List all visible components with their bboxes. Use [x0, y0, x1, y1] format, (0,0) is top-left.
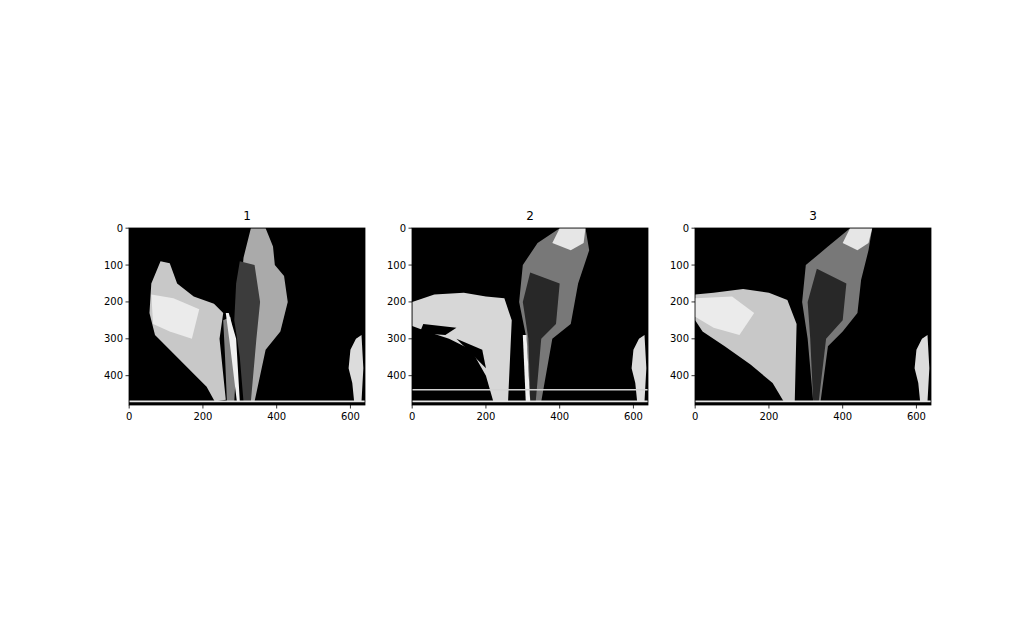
- x-tick-label: 400: [267, 411, 286, 422]
- x-tick: [202, 405, 203, 409]
- y-tick: [692, 228, 696, 229]
- image-region: [420, 324, 457, 335]
- x-tick: [842, 405, 843, 409]
- axes-frame: [412, 228, 648, 405]
- subplot: 0 200 400 600 0 100 200 300 400 2: [387, 209, 648, 422]
- x-tick-label: 600: [624, 411, 643, 422]
- y-tick: [126, 301, 130, 302]
- x-tick: [129, 405, 130, 409]
- x-tick-label: 0: [692, 411, 698, 422]
- axes-frame: [129, 228, 365, 405]
- x-tick: [276, 405, 277, 409]
- image-region: [129, 400, 365, 402]
- x-tick-label: 200: [759, 411, 778, 422]
- y-tick-label: 100: [104, 260, 123, 271]
- image-region: [802, 228, 872, 401]
- image-region: [412, 389, 648, 390]
- y-tick-label: 300: [387, 333, 406, 344]
- image-region: [632, 335, 647, 401]
- image-background: [412, 228, 648, 405]
- y-tick: [409, 228, 413, 229]
- image-region: [149, 261, 225, 401]
- image-region: [695, 400, 931, 402]
- y-tick-label: 400: [104, 370, 123, 381]
- image-region: [523, 335, 530, 401]
- y-tick-label: 100: [387, 260, 406, 271]
- subplot: 0 200 400 600 0 100 200 300 400 3: [670, 209, 931, 422]
- y-tick-label: 200: [670, 296, 689, 307]
- y-tick-label: 0: [683, 223, 689, 234]
- x-tick-label: 600: [907, 411, 926, 422]
- image: [412, 228, 648, 402]
- y-tick: [692, 301, 696, 302]
- x-tick: [350, 405, 351, 409]
- image-background: [695, 228, 931, 405]
- x-tick-label: 0: [126, 411, 132, 422]
- image-region: [552, 228, 585, 250]
- image-region: [523, 272, 560, 401]
- image-region: [808, 269, 847, 402]
- x-tick: [768, 405, 769, 409]
- image-region: [695, 296, 754, 335]
- x-tick-label: 400: [833, 411, 852, 422]
- y-tick: [126, 265, 130, 266]
- image-region: [412, 293, 512, 402]
- y-tick-label: 200: [104, 296, 123, 307]
- title: 3: [809, 209, 817, 223]
- image-region: [843, 228, 873, 250]
- x-tick: [633, 405, 634, 409]
- title: 1: [243, 209, 251, 223]
- x-tick-label: 200: [476, 411, 495, 422]
- y-tick: [126, 228, 130, 229]
- image: [129, 228, 365, 402]
- x-tick: [559, 405, 560, 409]
- y-tick: [409, 265, 413, 266]
- y-tick-label: 0: [117, 223, 123, 234]
- y-tick-label: 400: [387, 370, 406, 381]
- x-tick: [916, 405, 917, 409]
- image-region: [412, 400, 648, 402]
- y-tick: [692, 338, 696, 339]
- x-tick: [695, 405, 696, 409]
- y-tick: [126, 375, 130, 376]
- y-tick-label: 300: [670, 333, 689, 344]
- x-tick: [412, 405, 413, 409]
- image: [695, 228, 931, 402]
- x-tick: [485, 405, 486, 409]
- image-region: [226, 313, 240, 402]
- y-tick-label: 300: [104, 333, 123, 344]
- y-tick-label: 0: [400, 223, 406, 234]
- title: 2: [526, 209, 534, 223]
- image-region: [915, 335, 930, 401]
- subplot: 0 200 400 600 0 100 200 300 400 1: [104, 209, 365, 422]
- image-region: [695, 289, 796, 401]
- y-tick-label: 400: [670, 370, 689, 381]
- figure: 0200400600010020030040010200400600010020…: [0, 0, 1034, 627]
- image-region: [456, 339, 486, 369]
- y-tick: [692, 265, 696, 266]
- y-tick: [126, 338, 130, 339]
- image-region: [349, 335, 364, 401]
- y-tick: [409, 301, 413, 302]
- x-tick-label: 200: [193, 411, 212, 422]
- y-tick: [692, 375, 696, 376]
- image-region: [151, 295, 199, 339]
- x-tick-label: 400: [550, 411, 569, 422]
- y-tick: [409, 338, 413, 339]
- x-tick-label: 0: [409, 411, 415, 422]
- y-tick-label: 100: [670, 260, 689, 271]
- y-tick-label: 200: [387, 296, 406, 307]
- axes-frame: [695, 228, 931, 405]
- image-background: [129, 228, 365, 405]
- y-tick: [409, 375, 413, 376]
- x-tick-label: 600: [341, 411, 360, 422]
- image-region: [519, 228, 589, 401]
